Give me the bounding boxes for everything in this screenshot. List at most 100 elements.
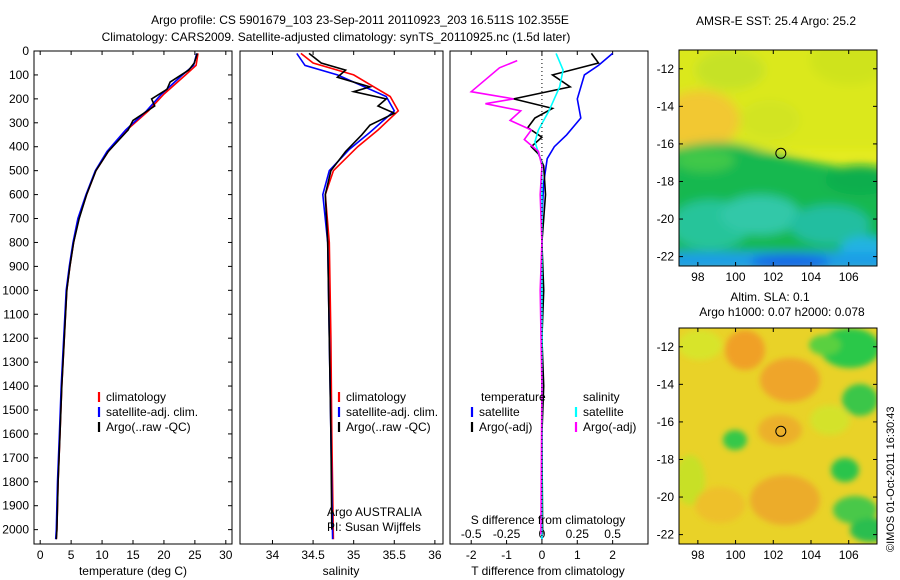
- sst-map: AMSR-E SST: 25.4 Argo: 25.2 98 100: [657, 14, 878, 284]
- x-tick-label: 10: [95, 548, 109, 562]
- depth-tick-label: 1900: [2, 499, 29, 513]
- temperature-xlabel: temperature (deg C): [79, 564, 187, 578]
- depth-tick-label: 1300: [2, 355, 29, 369]
- x-tick-label: 2: [609, 548, 616, 562]
- depth-tick-label: 300: [9, 116, 29, 130]
- x-tick-label: 36: [428, 548, 442, 562]
- map-lat-label: -18: [657, 174, 675, 188]
- x-tick-label: 34.5: [301, 548, 325, 562]
- map-lat-label: -14: [657, 377, 675, 391]
- x-tick-label: 0: [539, 548, 546, 562]
- sla-map-title: Altim. SLA: 0.1: [730, 290, 810, 304]
- depth-tick-label: 900: [9, 259, 29, 273]
- legend-label: Argo(..raw -QC): [346, 420, 431, 434]
- map-lon-label: 106: [839, 548, 859, 562]
- sla-map-axes: 98 100 102 104 106 -12 -14 -16 -18 -20 -22: [657, 328, 877, 562]
- salinity-series: [296, 52, 400, 540]
- map-lon-label: 102: [763, 548, 783, 562]
- x-tick-label: 1: [574, 548, 581, 562]
- s-tick-label: -0.25: [493, 527, 521, 541]
- depth-tick-label: 1500: [2, 403, 29, 417]
- depth-tick-label: 100: [9, 68, 29, 82]
- map-lon-label: 98: [691, 270, 705, 284]
- depth-tick-label: 1400: [2, 379, 29, 393]
- profile-title: Argo profile: CS 5901679_103 23-Sep-2011…: [151, 13, 569, 27]
- legend-label: satellite: [583, 405, 624, 419]
- map-lat-label: -12: [657, 340, 675, 354]
- map-lat-label: -18: [657, 452, 675, 466]
- depth-tick-label: 1700: [2, 451, 29, 465]
- x-tick-label: 34: [266, 548, 280, 562]
- map-lon-label: 100: [726, 270, 746, 284]
- difference-legend: temperature salinitysatelliteArgo(-adj)sa…: [470, 390, 636, 434]
- salinity-panel: 34 34.5 35 35.5 36 climatologysatellite-adj.…: [239, 50, 444, 578]
- legend-heading-temperature: temperature: [481, 390, 546, 404]
- sst-field: [679, 50, 877, 266]
- series-line: [300, 52, 400, 540]
- sla-map: Altim. SLA: 0.1 Argo h1000: 0.07 h2000: …: [657, 290, 878, 562]
- legend-label: Argo(-adj): [583, 420, 636, 434]
- x-tick-label: 35.5: [383, 548, 407, 562]
- s-difference-label: S difference from climatology: [471, 513, 626, 527]
- depth-tick-label: 1100: [3, 307, 29, 321]
- sst-map-frame: [678, 49, 878, 267]
- legend-label: Argo(-adj): [479, 420, 532, 434]
- map-lat-label: -12: [657, 62, 675, 76]
- depth-tick-label: 1600: [2, 427, 29, 441]
- s-tick-label: 0.5: [604, 527, 621, 541]
- map-lat-label: -20: [657, 212, 675, 226]
- s-tick-label: -0.5: [461, 527, 482, 541]
- x-tick-label: -1: [501, 548, 512, 562]
- series-line: [308, 52, 397, 530]
- sla-map-subtitle: Argo h1000: 0.07 h2000: 0.078: [699, 305, 865, 319]
- difference-series: [469, 51, 614, 544]
- series-line: [55, 53, 199, 540]
- salinity-xlabel: salinity: [323, 564, 360, 578]
- depth-tick-label: 800: [9, 235, 29, 249]
- depth-tick-label: 200: [9, 92, 29, 106]
- depth-tick-label: 600: [9, 188, 29, 202]
- argo-location-marker: [775, 425, 787, 437]
- s-tick-label: 0.25: [566, 527, 590, 541]
- map-lon-label: 106: [839, 270, 859, 284]
- map-lat-label: -14: [657, 99, 675, 113]
- temperature-panel: 0100200300400500600700800900100011001200…: [2, 44, 233, 578]
- difference-axes-frame: [449, 50, 649, 545]
- depth-tick-label: 1200: [2, 331, 29, 345]
- depth-tick-label: 0: [22, 44, 29, 58]
- series-line: [469, 59, 543, 535]
- map-lon-label: 100: [726, 548, 746, 562]
- x-tick-label: 25: [188, 548, 202, 562]
- depth-axis: 0 100 200 300 400 500 600 700 800 900 1000 1100 1200…: [2, 44, 232, 537]
- legend-label: climatology: [106, 390, 166, 404]
- imos-credit: ©IMOS 01-Oct-2011 16:30:43: [885, 407, 897, 552]
- temperature-series: [54, 53, 199, 540]
- map-lon-label: 102: [763, 270, 783, 284]
- x-tick-label: 5: [68, 548, 75, 562]
- salinity-x-axis: 34 34.5 35 35.5 36: [266, 51, 442, 562]
- map-lat-label: -22: [657, 250, 675, 264]
- map-lon-label: 104: [801, 548, 821, 562]
- depth-tick-label: 1000: [2, 283, 29, 297]
- sst-map-axes: 98 100 102 104 106 -12 -14 -16 -18 -20 -22: [657, 50, 877, 284]
- map-lon-label: 104: [801, 270, 821, 284]
- depth-tick-label: 2000: [2, 523, 29, 537]
- map-lon-label: 98: [691, 548, 705, 562]
- legend-label: satellite: [479, 405, 520, 419]
- x-tick-label: -2: [466, 548, 477, 562]
- map-lat-label: -20: [657, 490, 675, 504]
- x-tick-label: 0: [37, 548, 44, 562]
- legend-label: climatology: [346, 390, 406, 404]
- depth-tick-label: 500: [9, 164, 29, 178]
- legend-label: Argo(..raw -QC): [106, 420, 191, 434]
- map-lat-label: -22: [657, 528, 675, 542]
- argo-program-label: Argo AUSTRALIA: [327, 505, 422, 519]
- x-tick-label: 15: [126, 548, 140, 562]
- climatology-title: Climatology: CARS2009. Satellite-adjuste…: [102, 30, 571, 44]
- salinity-axes-frame: [239, 50, 444, 545]
- legend-heading-salinity: salinity: [583, 390, 620, 404]
- argo-location-marker: [775, 147, 787, 159]
